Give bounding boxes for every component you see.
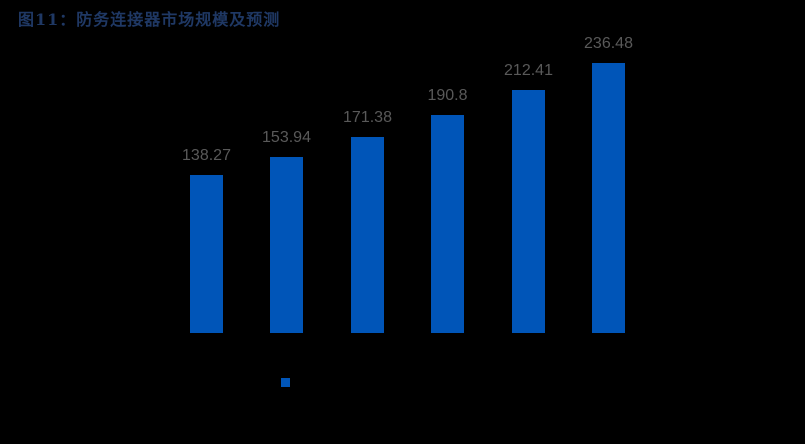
bar-value-label: 212.41 xyxy=(504,62,553,79)
bar xyxy=(270,157,303,333)
legend xyxy=(281,378,296,387)
bar-value-label: 171.38 xyxy=(343,109,392,126)
bar xyxy=(351,137,384,333)
bar xyxy=(431,115,464,333)
legend-swatch xyxy=(281,378,290,387)
bar xyxy=(512,90,545,333)
bar-value-label: 138.27 xyxy=(182,147,231,164)
bar xyxy=(592,63,625,333)
chart-title: 图11：防务连接器市场规模及预测 xyxy=(18,10,281,29)
bar-value-label: 153.94 xyxy=(262,129,311,146)
bar xyxy=(190,175,223,333)
bar-value-label: 236.48 xyxy=(584,35,633,52)
bar-value-label: 190.8 xyxy=(427,87,468,104)
